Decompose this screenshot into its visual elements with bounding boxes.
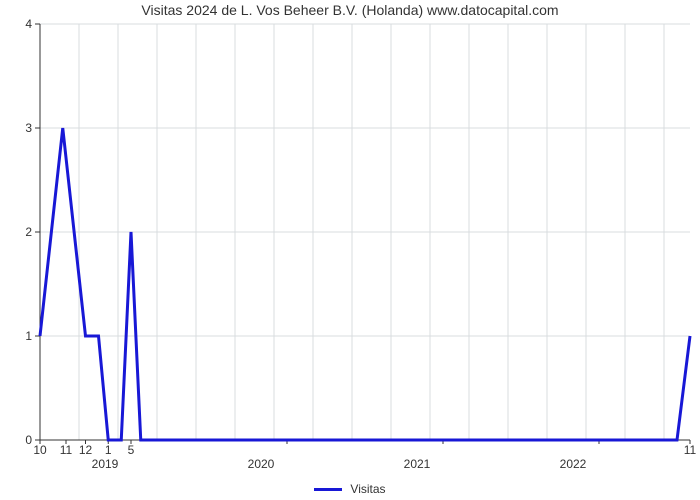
x-minor-label: 1: [105, 443, 112, 457]
y-tick-label: 4: [25, 17, 32, 31]
chart-svg: 0123410111215112019202020212022: [0, 0, 700, 500]
y-tick-label: 0: [25, 433, 32, 447]
x-minor-label: 12: [79, 443, 93, 457]
legend: Visitas: [0, 481, 700, 496]
x-minor-label: 5: [128, 443, 135, 457]
x-major-label: 2022: [560, 457, 587, 471]
x-major-label: 2021: [404, 457, 431, 471]
x-major-label: 2019: [92, 457, 119, 471]
x-minor-label: 10: [33, 443, 47, 457]
x-major-label: 2020: [248, 457, 275, 471]
y-tick-label: 3: [25, 121, 32, 135]
y-tick-label: 1: [25, 329, 32, 343]
data-series-line: [40, 128, 690, 440]
legend-swatch: [314, 488, 342, 491]
x-minor-label: 11: [60, 443, 73, 457]
y-tick-label: 2: [25, 225, 32, 239]
chart-container: { "chart": { "type": "line", "title": "V…: [0, 0, 700, 500]
legend-label: Visitas: [350, 482, 385, 496]
x-minor-label: 11: [684, 443, 697, 457]
